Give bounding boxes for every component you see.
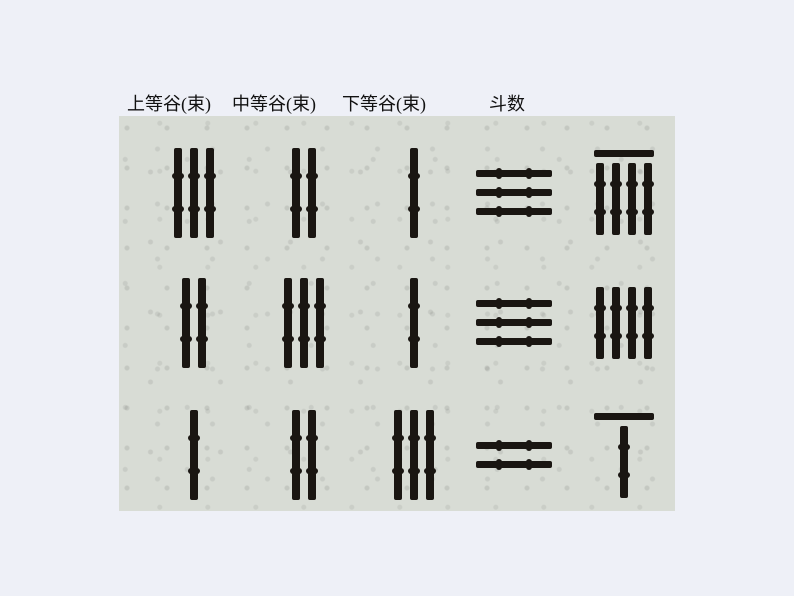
- rod-cell: [149, 273, 239, 373]
- column-headers: 上等谷(束) 中等谷(束) 下等谷(束) 斗数: [119, 90, 675, 116]
- rod-cell: [579, 273, 669, 373]
- header-zhong: 中等谷(束): [219, 90, 329, 116]
- rod-cell: [259, 405, 349, 505]
- header-xia: 下等谷(束): [329, 90, 439, 116]
- rod-numeral-panel: 上等谷(束) 中等谷(束) 下等谷(束) 斗数: [119, 86, 675, 511]
- rod-cell: [469, 273, 559, 373]
- rod-cell: [369, 143, 459, 243]
- rod-cell: [469, 405, 559, 505]
- rod-cell: [259, 143, 349, 243]
- rod-cell: [259, 273, 349, 373]
- counting-rod-grid: [119, 116, 675, 511]
- rod-cell: [149, 405, 239, 505]
- header-dou: 斗数: [439, 90, 639, 116]
- rod-cell: [369, 405, 459, 505]
- rod-cell: [469, 143, 559, 243]
- header-shang: 上等谷(束): [119, 90, 219, 116]
- rod-cell: [579, 143, 669, 243]
- rod-cell: [579, 405, 669, 505]
- rod-cell: [369, 273, 459, 373]
- rod-cell: [149, 143, 239, 243]
